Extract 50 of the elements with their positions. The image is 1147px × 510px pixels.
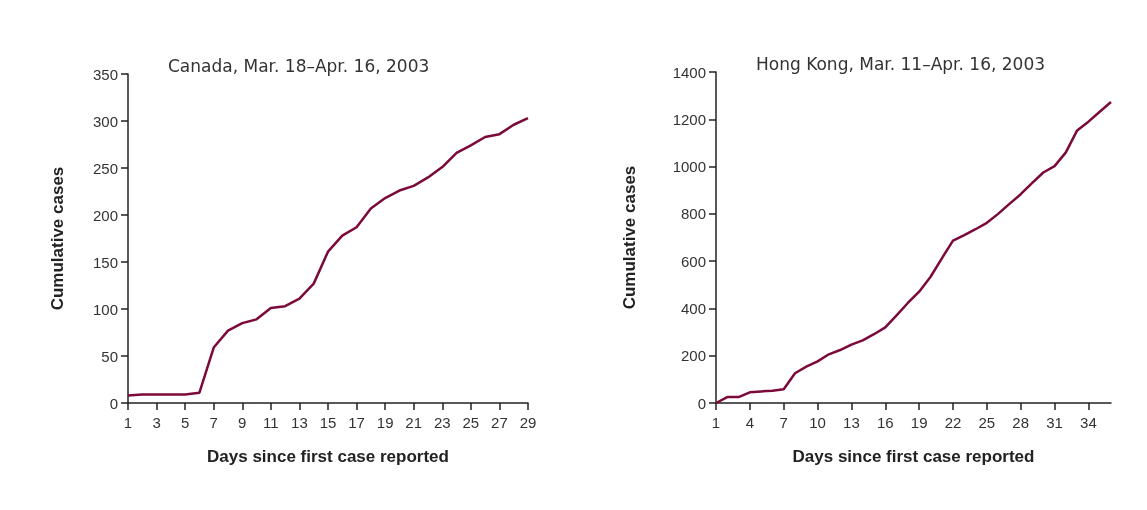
y-tick-label: 1400 <box>672 63 706 81</box>
y-tick-label: 100 <box>92 300 118 318</box>
y-tick-label: 250 <box>92 159 118 177</box>
chart-title: Hong Kong, Mar. 11–Apr. 16, 2003 <box>756 53 1046 74</box>
y-axis-title: Cumulative cases <box>48 166 67 311</box>
x-axis-title: Days since first case reported <box>792 447 1035 466</box>
x-tick-label: 31 <box>1046 414 1063 431</box>
y-tick-label: 1000 <box>672 158 706 176</box>
y-tick-label: 800 <box>680 205 706 223</box>
line-series <box>126 116 530 397</box>
x-tick-label: 13 <box>843 414 860 431</box>
x-tick-label: 19 <box>910 414 928 431</box>
x-tick-label: 10 <box>809 414 826 431</box>
x-tick-label: 7 <box>779 414 788 431</box>
x-tick-label: 15 <box>319 414 337 431</box>
chart-title: Canada, Mar. 18–Apr. 16, 2003 <box>168 55 430 76</box>
y-tick-label: 200 <box>92 206 118 224</box>
x-tick-label: 1 <box>123 414 133 431</box>
x-tick-label: 17 <box>348 414 365 431</box>
x-tick-label: 9 <box>238 414 247 431</box>
y-tick-label: 300 <box>92 112 118 130</box>
x-tick-label: 27 <box>491 414 508 431</box>
x-tick-label: 13 <box>291 414 308 431</box>
y-tick-label: 600 <box>680 252 706 270</box>
x-tick-label: 28 <box>1012 414 1030 431</box>
x-tick-label: 25 <box>462 414 480 431</box>
x-tick-label: 5 <box>180 414 190 431</box>
x-tick-label: 11 <box>263 414 279 431</box>
x-tick-label: 1 <box>711 414 721 431</box>
y-tick-label: 150 <box>92 253 118 271</box>
x-tick-label: 25 <box>978 414 996 431</box>
y-tick-label: 200 <box>680 347 706 365</box>
x-tick-label: 34 <box>1080 414 1097 431</box>
x-tick-label: 16 <box>876 414 894 431</box>
x-tick-label: 4 <box>745 414 755 431</box>
x-axis-title: Days since first case reported <box>207 447 449 466</box>
x-tick-label: 21 <box>405 414 423 431</box>
x-tick-label: 23 <box>433 414 451 431</box>
x-tick-label: 29 <box>519 414 537 431</box>
x-tick-label: 22 <box>944 414 962 431</box>
y-tick-label: 400 <box>680 299 706 317</box>
y-axis-title: Cumulative cases <box>620 165 639 310</box>
y-tick-label: 50 <box>101 347 118 365</box>
y-tick-label: 0 <box>697 394 706 412</box>
x-tick-label: 3 <box>152 414 161 431</box>
x-tick-label: 19 <box>376 414 394 431</box>
y-tick-label: 0 <box>109 394 118 412</box>
y-tick-label: 350 <box>92 65 118 83</box>
x-tick-label: 7 <box>209 414 218 431</box>
y-tick-label: 1200 <box>672 110 706 128</box>
